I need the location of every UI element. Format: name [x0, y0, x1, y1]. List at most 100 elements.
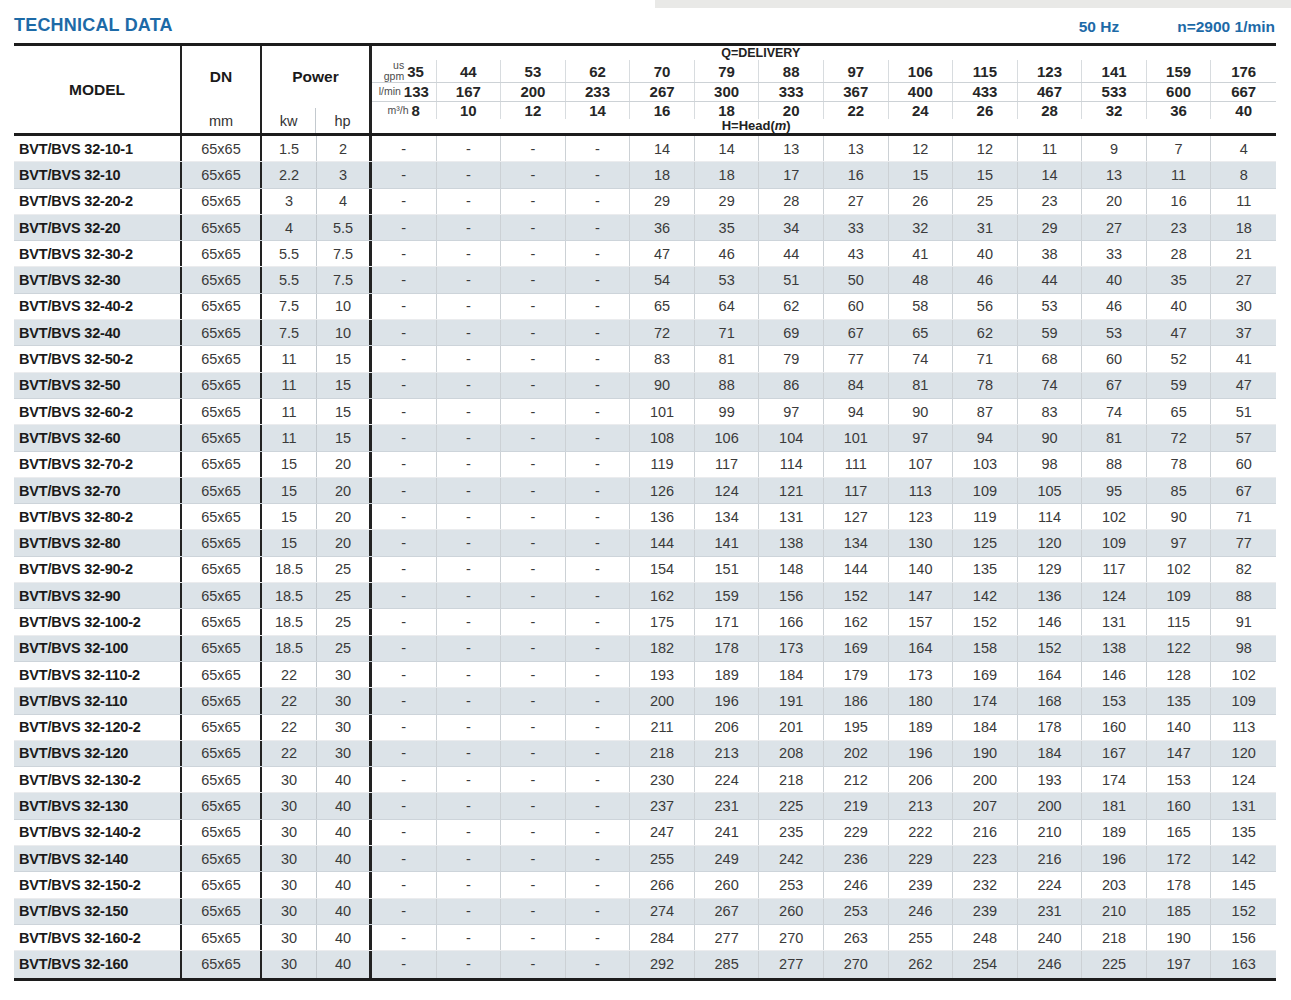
- delivery-header-cell: 26: [953, 102, 1018, 119]
- head-value-cell: 54: [630, 267, 695, 292]
- head-value-cell: 208: [759, 741, 824, 766]
- table-row: BVT/BVS 32-6065x651115----10810610410197…: [14, 425, 1276, 451]
- table-row: BVT/BVS 32-130-265x653040----23022421821…: [14, 767, 1276, 793]
- head-value-cell: 12: [889, 136, 954, 161]
- delivery-header-cell: 28: [1018, 102, 1083, 119]
- power-label: Power: [262, 46, 369, 108]
- model-cell: BVT/BVS 32-80-2: [14, 504, 182, 529]
- head-value-cell: 292: [630, 951, 695, 977]
- kw-cell: 5.5: [262, 241, 317, 266]
- unit-label: usgpm: [384, 60, 404, 82]
- model-cell: BVT/BVS 32-50: [14, 373, 182, 398]
- head-value-cell: -: [566, 241, 631, 266]
- head-value-cell: -: [566, 846, 631, 871]
- head-value-cell: -: [501, 399, 566, 424]
- head-value-cell: -: [372, 767, 437, 792]
- head-value-cell: 113: [1211, 715, 1276, 740]
- head-value-cell: 71: [1211, 504, 1276, 529]
- head-value-cell: 266: [630, 872, 695, 897]
- spec-labels: 50 Hz n=2900 1/min: [1079, 18, 1275, 36]
- head-value-cell: 184: [953, 715, 1018, 740]
- head-value-cell: 60: [1211, 452, 1276, 477]
- head-value-cell: -: [437, 820, 502, 845]
- head-value-cell: 124: [1211, 767, 1276, 792]
- delivery-header-cell: 600: [1147, 83, 1212, 100]
- head-value-cell: 144: [824, 557, 889, 582]
- table-row: BVT/BVS 32-4065x657.510----7271696765625…: [14, 320, 1276, 346]
- head-value-cell: 213: [695, 741, 760, 766]
- head-value-cell: -: [566, 715, 631, 740]
- head-value-cell: 104: [759, 425, 824, 450]
- head-value-cell: -: [501, 373, 566, 398]
- model-cell: BVT/BVS 32-60-2: [14, 399, 182, 424]
- head-value-cell: 59: [1147, 373, 1212, 398]
- head-value-cell: -: [372, 793, 437, 818]
- head-value-cell: 121: [759, 478, 824, 503]
- head-value-cell: 152: [953, 609, 1018, 634]
- head-value-cell: 74: [889, 346, 954, 371]
- head-value-cell: 46: [953, 267, 1018, 292]
- table-row: BVT/BVS 32-150-265x653040----26626025324…: [14, 872, 1276, 898]
- head-value-cell: 64: [695, 294, 760, 319]
- head-value-cell: 101: [630, 399, 695, 424]
- head-value-cell: -: [372, 557, 437, 582]
- delivery-header-cell: 667: [1211, 83, 1276, 100]
- model-cell: BVT/BVS 32-70-2: [14, 452, 182, 477]
- head-value-cell: 191: [759, 688, 824, 713]
- head-value-cell: 136: [630, 504, 695, 529]
- head-value-cell: -: [566, 399, 631, 424]
- kw-cell: 18.5: [262, 557, 317, 582]
- model-cell: BVT/BVS 32-160: [14, 951, 182, 977]
- model-cell: BVT/BVS 32-140: [14, 846, 182, 871]
- head-value-cell: 29: [630, 189, 695, 214]
- head-value-cell: 28: [1147, 241, 1212, 266]
- head-value-cell: -: [501, 583, 566, 608]
- head-value-cell: -: [566, 872, 631, 897]
- hp-cell: 25: [317, 636, 372, 661]
- model-cell: BVT/BVS 32-110: [14, 688, 182, 713]
- dn-cell: 65x65: [182, 504, 262, 529]
- head-value-cell: -: [372, 872, 437, 897]
- model-cell: BVT/BVS 32-80: [14, 530, 182, 555]
- delivery-label: Q=DELIVERY: [721, 46, 800, 60]
- head-value-cell: 88: [1082, 452, 1147, 477]
- head-value-cell: 33: [1082, 241, 1147, 266]
- head-value-cell: -: [437, 399, 502, 424]
- head-value-cell: 189: [695, 662, 760, 687]
- head-value-cell: -: [501, 478, 566, 503]
- model-cell: BVT/BVS 32-20-2: [14, 189, 182, 214]
- head-value-cell: -: [437, 741, 502, 766]
- head-value-cell: 126: [630, 478, 695, 503]
- power-units: kw hp: [262, 108, 369, 133]
- head-value-cell: 254: [953, 951, 1018, 977]
- head-value-cell: 164: [1018, 662, 1083, 687]
- head-value-cell: 43: [824, 241, 889, 266]
- head-value-cell: 131: [759, 504, 824, 529]
- kw-cell: 30: [262, 951, 317, 977]
- head-value-cell: -: [372, 425, 437, 450]
- head-value-cell: 14: [1018, 162, 1083, 187]
- dn-cell: 65x65: [182, 530, 262, 555]
- head-value-cell: 230: [630, 767, 695, 792]
- kw-cell: 22: [262, 688, 317, 713]
- table-row: BVT/BVS 32-90-265x6518.525----1541511481…: [14, 557, 1276, 583]
- head-value-cell: 77: [824, 346, 889, 371]
- head-value-cell: 210: [1082, 899, 1147, 924]
- delivery-header-cell: 176: [1211, 60, 1276, 82]
- hp-cell: 4: [317, 189, 372, 214]
- model-cell: BVT/BVS 32-100: [14, 636, 182, 661]
- head-value-cell: 58: [889, 294, 954, 319]
- head-value-cell: -: [372, 504, 437, 529]
- head-value-cell: -: [501, 925, 566, 950]
- model-cell: BVT/BVS 32-150-2: [14, 872, 182, 897]
- head-value-cell: -: [372, 267, 437, 292]
- head-value-cell: 28: [759, 189, 824, 214]
- top-gray-strip: [655, 0, 1291, 8]
- dn-cell: 65x65: [182, 452, 262, 477]
- head-value-cell: 40: [1147, 294, 1212, 319]
- head-value-cell: 151: [695, 557, 760, 582]
- hp-cell: 40: [317, 925, 372, 950]
- head-value-cell: 225: [1082, 951, 1147, 977]
- model-cell: BVT/BVS 32-130: [14, 793, 182, 818]
- head-value-cell: 65: [630, 294, 695, 319]
